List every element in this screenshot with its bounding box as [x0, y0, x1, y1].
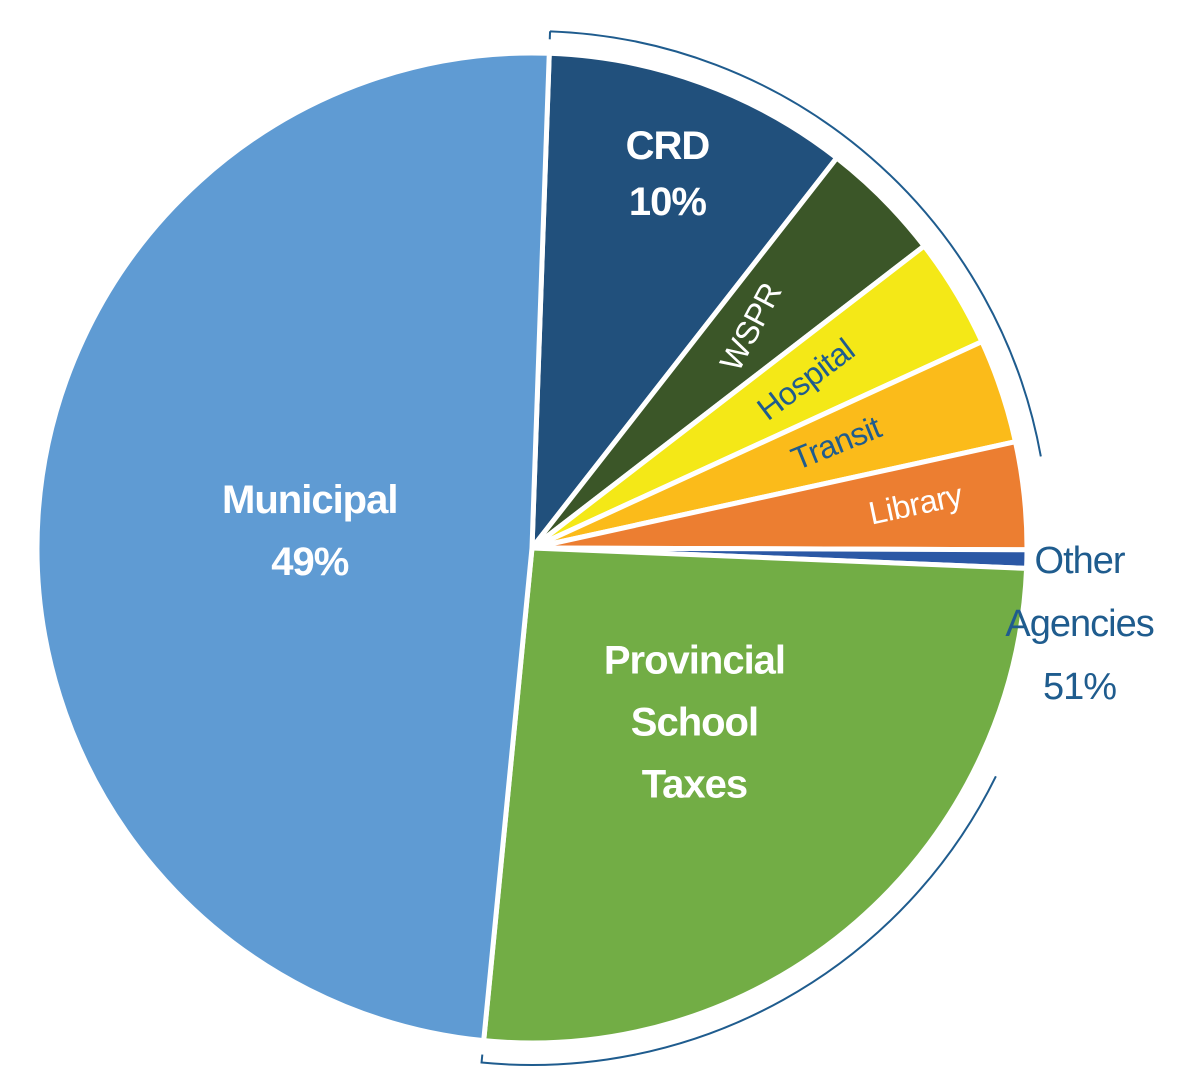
- slice-label-line: CRD: [626, 123, 710, 167]
- other-agencies-label-line: Other: [1035, 540, 1126, 582]
- pie-slice-municipal: [34, 50, 552, 1044]
- other-agencies-brace: [480, 30, 1042, 1066]
- other-agencies-label-line: Agencies: [1005, 603, 1153, 645]
- slice-label-line: 49%: [271, 540, 348, 584]
- slice-label-municipal: Municipal 49%: [222, 478, 397, 584]
- pie-slices: [34, 50, 1030, 1046]
- slice-label-line: Taxes: [642, 762, 747, 806]
- pie-slice-provincial-school-taxes: [481, 545, 1030, 1046]
- slice-label-line: School: [631, 700, 758, 744]
- other-agencies-label-line: 51%: [1043, 666, 1116, 708]
- slice-label-line: 10%: [629, 179, 706, 223]
- slice-label-line: Provincial: [604, 638, 785, 682]
- slice-label-line: Municipal: [222, 478, 397, 522]
- slice-label-crd: CRD 10%: [626, 123, 710, 223]
- other-agencies-label: Other Agencies 51%: [1005, 540, 1153, 708]
- pie-slice-crd: [529, 50, 840, 551]
- slice-label-provincial-school-taxes: Provincial School Taxes: [604, 638, 785, 806]
